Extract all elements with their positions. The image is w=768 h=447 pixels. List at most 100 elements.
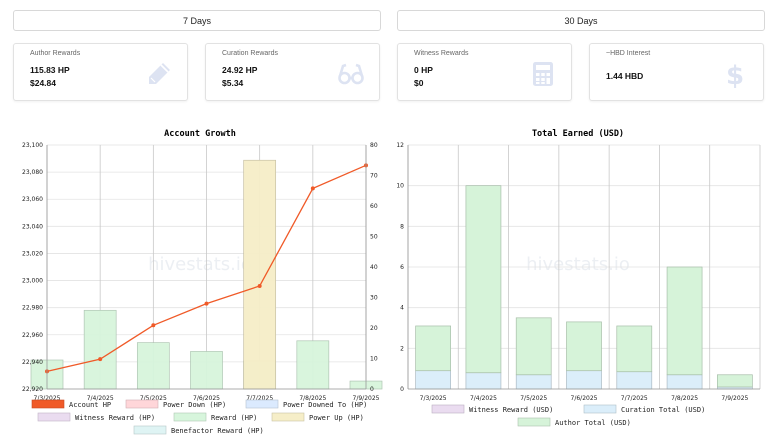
y-tick-label: 4 xyxy=(400,305,404,312)
power-down-hp-legend-label: Power Down (HP) xyxy=(163,401,226,409)
witness-reward-hp-legend-swatch xyxy=(37,412,71,422)
hbd-interest-title: ~HBD Interest xyxy=(606,50,651,57)
author-rewards-title: Author Rewards xyxy=(30,50,81,57)
author-total-usd-bar xyxy=(465,185,502,374)
y-left-tick-label: 23,100 xyxy=(22,142,43,149)
watermark: hivestats.io xyxy=(526,254,630,275)
account-hp-point xyxy=(310,186,315,191)
author-total-usd-legend-label: Author Total (USD) xyxy=(555,419,631,427)
curation-rewards-usd: $5.34 xyxy=(222,78,244,88)
x-tick-label: 7/4/2025 xyxy=(87,395,114,402)
witness-rewards-title: Witness Rewards xyxy=(414,50,469,57)
y-tick-label: 2 xyxy=(400,345,404,352)
benefactor-reward-hp-legend-swatch xyxy=(133,425,167,435)
curation-total-usd-bar xyxy=(616,371,653,390)
account-hp-point xyxy=(98,357,103,362)
y-left-tick-label: 23,040 xyxy=(22,223,43,230)
y-right-tick-label: 80 xyxy=(370,142,378,149)
author-total-usd-legend-swatch xyxy=(517,417,551,427)
y-right-tick-label: 40 xyxy=(370,264,378,271)
dollar-icon: $ xyxy=(726,61,744,88)
account-hp-point xyxy=(151,323,156,328)
curation-rewards-title: Curation Rewards xyxy=(222,50,279,57)
x-tick-label: 7/7/2025 xyxy=(246,395,273,402)
y-tick-label: 12 xyxy=(396,142,404,149)
account-hp-legend-label: Account HP xyxy=(69,401,111,409)
power-down-hp-legend-swatch xyxy=(125,399,159,409)
author-total-usd-bar xyxy=(717,374,753,388)
x-tick-label: 7/6/2025 xyxy=(571,395,598,402)
y-right-tick-label: 30 xyxy=(370,295,378,302)
seven-days-button[interactable]: 7 Days xyxy=(13,10,381,31)
y-right-tick-label: 10 xyxy=(370,356,378,363)
witness-reward-hp-legend-label: Witness Reward (HP) xyxy=(75,414,155,422)
author-total-usd-bar xyxy=(566,321,602,372)
x-tick-label: 7/9/2025 xyxy=(353,395,380,402)
curation-total-usd-bar xyxy=(415,370,451,390)
curation-total-usd-bar xyxy=(515,374,552,390)
x-tick-label: 7/4/2025 xyxy=(470,395,497,402)
y-tick-label: 6 xyxy=(400,264,404,271)
curation-total-usd-bar xyxy=(566,370,602,390)
curation-rewards-hp: 24.92 HP xyxy=(222,65,258,75)
pencil-icon xyxy=(149,63,170,84)
x-tick-label: 7/5/2025 xyxy=(140,395,167,402)
glasses-icon xyxy=(338,63,364,85)
author-rewards-usd: $24.84 xyxy=(30,78,56,88)
y-left-tick-label: 22,980 xyxy=(22,305,43,312)
thirty-days-button[interactable]: 30 Days xyxy=(397,10,765,31)
y-right-tick-label: 50 xyxy=(370,234,378,241)
y-left-tick-label: 22,960 xyxy=(22,332,43,339)
power-up-hp-legend-swatch xyxy=(271,412,305,422)
y-tick-label: 8 xyxy=(400,223,404,230)
watermark: hivestats.io xyxy=(148,254,252,275)
witness-reward-usd-legend-label: Witness Reward (USD) xyxy=(469,406,553,414)
x-tick-label: 7/5/2025 xyxy=(520,395,547,402)
y-left-tick-label: 23,060 xyxy=(22,196,43,203)
benefactor-reward-hp-legend-label: Benefactor Reward (HP) xyxy=(171,427,264,435)
hbd-interest-card: ~HBD Interest 1.44 HBD $ xyxy=(589,43,764,101)
x-tick-label: 7/8/2025 xyxy=(671,395,698,402)
x-tick-label: 7/3/2025 xyxy=(34,395,61,402)
account-hp-point xyxy=(204,301,209,306)
y-left-tick-label: 23,020 xyxy=(22,250,43,257)
x-tick-label: 7/3/2025 xyxy=(420,395,447,402)
y-left-tick-label: 22,920 xyxy=(22,386,43,393)
x-tick-label: 7/8/2025 xyxy=(299,395,326,402)
author-rewards-hp: 115.83 HP xyxy=(30,65,70,75)
witness-reward-usd-legend-swatch xyxy=(431,404,465,414)
author-total-usd-bar xyxy=(666,266,703,376)
y-tick-label: 0 xyxy=(400,386,404,393)
y-right-tick-label: 0 xyxy=(370,386,374,393)
reward-hp-bar xyxy=(136,342,170,390)
y-right-tick-label: 70 xyxy=(370,173,378,180)
total-earned-chart: Total Earned (USD) hivestats.io 0 2 4 6 8 10 1… xyxy=(396,129,761,427)
author-rewards-card: Author Rewards 115.83 HP $24.84 xyxy=(13,43,188,101)
author-total-usd-bar xyxy=(415,325,451,372)
svg-text:$: $ xyxy=(726,61,744,88)
x-tick-label: 7/7/2025 xyxy=(621,395,648,402)
y-left-tick-label: 23,000 xyxy=(22,278,43,285)
curation-total-usd-legend-label: Curation Total (USD) xyxy=(621,406,705,414)
author-total-usd-bar xyxy=(616,325,653,373)
reward-hp-bar xyxy=(296,340,330,390)
y-left-tick-label: 23,080 xyxy=(22,169,43,176)
witness-rewards-usd: $0 xyxy=(414,78,424,88)
y-left-tick-label: 22,940 xyxy=(22,359,43,366)
y-tick-label: 10 xyxy=(396,183,404,190)
reward-hp-legend-label: Reward (HP) xyxy=(211,414,257,422)
account-growth-chart: Account Growth hivestats.io 22,920 22,940… xyxy=(22,129,383,435)
x-tick-label: 7/6/2025 xyxy=(193,395,220,402)
account-hp-legend-swatch xyxy=(31,399,65,409)
y-right-tick-label: 20 xyxy=(370,325,378,332)
curation-total-usd-bar xyxy=(666,374,703,390)
reward-hp-legend-swatch xyxy=(173,412,207,422)
reward-hp-bar xyxy=(83,309,117,390)
calculator-icon xyxy=(533,62,553,86)
power-up-hp-legend-label: Power Up (HP) xyxy=(309,414,364,422)
power-downed-to-hp-legend-swatch xyxy=(245,399,279,409)
power-downed-to-hp-legend-label: Power Downed To (HP) xyxy=(283,401,367,409)
curation-total-usd-legend-swatch xyxy=(583,404,617,414)
x-tick-label: 7/9/2025 xyxy=(721,395,748,402)
curation-total-usd-bar xyxy=(465,372,502,390)
